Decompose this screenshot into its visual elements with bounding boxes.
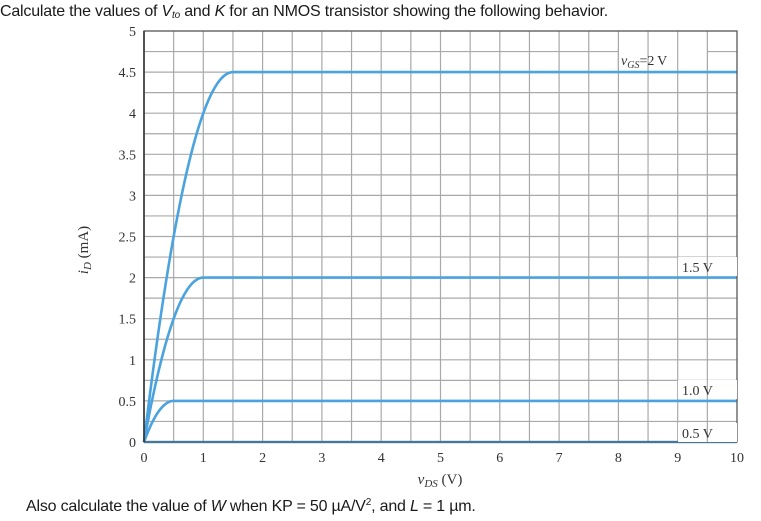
question-text: when KP = 50 µA/V: [225, 498, 366, 515]
vto-symbol: V: [161, 3, 173, 20]
svg-text:vGS=2 V: vGS=2 V: [621, 54, 667, 71]
x-tick-labels: 0 1 2 3 4 5 6 7 8 9 10: [141, 451, 745, 466]
x-tick-label: 2: [259, 451, 266, 466]
y-tick-label: 5: [129, 25, 136, 40]
curve-label: 0.5 V: [678, 423, 737, 442]
svg-text:1.0 V: 1.0 V: [682, 384, 713, 399]
k-symbol: K: [214, 3, 226, 20]
y-tick-label: 4: [129, 107, 136, 122]
vto-subscript: to: [172, 10, 180, 21]
question-bottom: Also calculate the value of W when KP = …: [26, 497, 476, 516]
x-tick-label: 8: [615, 451, 622, 466]
question-text: and: [179, 3, 215, 20]
x-tick-label: 3: [318, 451, 325, 466]
w-symbol: W: [210, 498, 226, 515]
x-tick-label: 4: [378, 451, 385, 466]
y-tick-label: 0.5: [119, 395, 137, 410]
question-text: Also calculate the value of: [26, 498, 211, 515]
svg-text:0.5 V: 0.5 V: [682, 427, 713, 442]
x-tick-label: 6: [496, 451, 503, 466]
y-tick-label: 1.5: [119, 313, 137, 328]
curve-labels: vGS=2 V 1.5 V 1.0 V 0.5 V: [617, 49, 737, 442]
y-tick-label: 2.5: [119, 231, 137, 246]
y-tick-label: 3: [129, 189, 136, 204]
l-symbol: L: [409, 498, 419, 515]
y-tick-label: 4.5: [119, 66, 137, 81]
question-top: Calculate the values of Vto and K for an…: [0, 3, 608, 21]
y-tick-label: 1: [129, 354, 136, 369]
x-tick-label: 5: [437, 451, 444, 466]
x-axis-label: vDS (V): [418, 472, 463, 490]
x-tick-label: 10: [730, 451, 744, 466]
x-tick-label: 7: [556, 451, 563, 466]
grid: [143, 30, 738, 443]
curve-vgs-1-0-v: [142, 399, 737, 443]
superscript: 2: [365, 497, 372, 508]
y-tick-label: 0: [129, 436, 136, 451]
y-tick-label: 3.5: [119, 148, 137, 163]
x-tick-label: 9: [674, 451, 681, 466]
axes: [143, 30, 738, 443]
x-tick-label: 0: [141, 451, 148, 466]
question-text: = 1 µm.: [418, 498, 476, 515]
curve-label: 1.5 V: [678, 257, 737, 276]
y-tick-labels: 0 0.5 1 1.5 2 2.5 3 3.5 4 4.5 5: [119, 25, 137, 451]
svg-text:1.5 V: 1.5 V: [682, 261, 713, 276]
question-text: , and: [371, 498, 410, 515]
curve-label: vGS=2 V: [617, 49, 708, 71]
question-text: Calculate the values of: [0, 3, 162, 20]
y-axis-label: iD (mA): [76, 226, 94, 274]
x-tick-label: 1: [200, 451, 207, 466]
curve-vgs-2-v: [142, 70, 737, 443]
y-tick-label: 2: [129, 272, 136, 287]
curve-vgs-1-5-v: [142, 276, 737, 443]
question-text: for an NMOS transistor showing the follo…: [225, 3, 609, 20]
curve-label: 1.0 V: [678, 380, 737, 399]
